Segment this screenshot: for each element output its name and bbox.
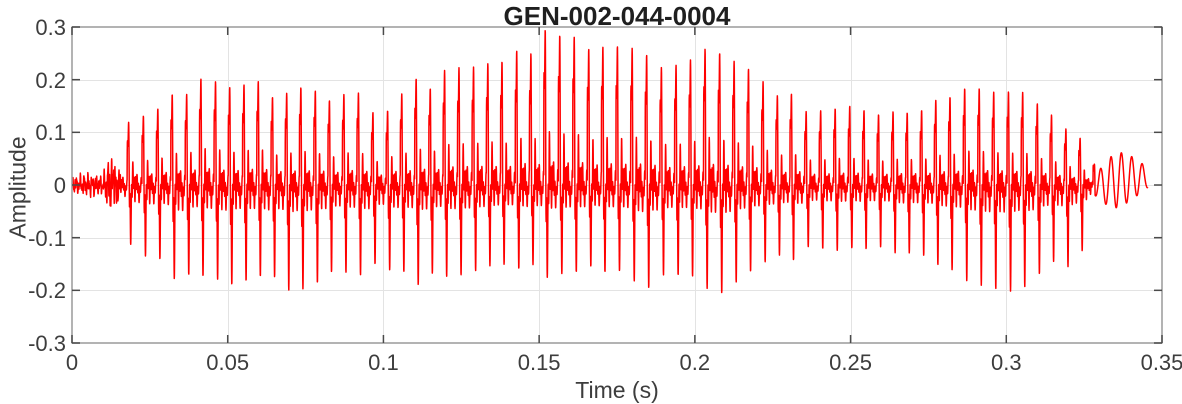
y-tick-label: 0.1 (35, 120, 66, 146)
y-tick-label: -0.3 (28, 331, 66, 356)
y-tick-label: 0 (53, 173, 66, 198)
x-tick-label: 0 (65, 350, 79, 375)
x-tick-label: 0.3 (990, 350, 1022, 375)
x-tick-label: 0.1 (368, 350, 399, 375)
x-tick-label: 0.35 (1140, 350, 1182, 375)
x-tick-label: 0.15 (517, 350, 561, 375)
y-tick-label: 0.2 (35, 67, 66, 93)
y-tick-label: -0.2 (28, 278, 66, 304)
x-tick-label: 0.05 (206, 350, 250, 375)
y-tick-label: 0.3 (35, 15, 66, 40)
y-tick-label: -0.1 (28, 225, 66, 251)
x-tick-label: 0.2 (679, 350, 711, 375)
x-axis-label: Time (s) (575, 377, 659, 403)
plot-title: GEN-002-044-0004 (503, 1, 731, 31)
x-tick-label: 0.25 (829, 350, 872, 375)
